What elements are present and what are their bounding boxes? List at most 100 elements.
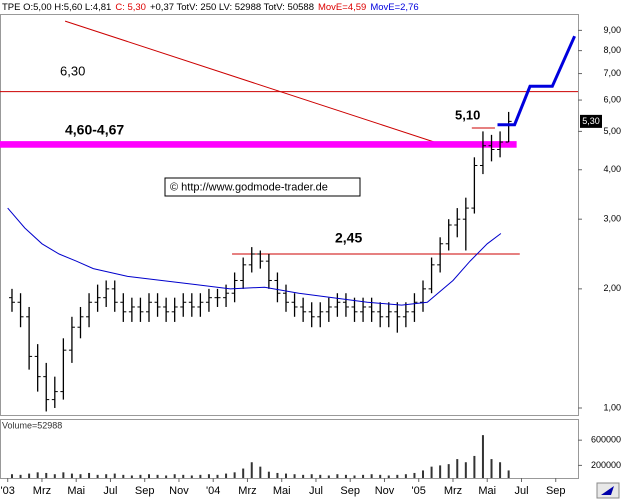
- x-tick-label: Jul: [514, 485, 528, 497]
- volume-bar: [113, 473, 116, 478]
- x-tick-label: '03: [1, 485, 15, 497]
- trend-line: [64, 20, 438, 144]
- volume-bar: [353, 475, 356, 478]
- header-segment: MovE=4,59: [318, 2, 366, 13]
- level-band: [0, 141, 517, 148]
- volume-bar: [233, 472, 236, 478]
- copyright: © http://www.godmode-trader.de: [170, 181, 328, 193]
- volume-bar: [36, 472, 39, 478]
- volume-bar: [207, 474, 210, 478]
- volume-bar: [199, 474, 202, 478]
- volume-bar: [19, 474, 22, 478]
- y-tick-label: 6,00: [603, 94, 621, 104]
- moving-average: [7, 207, 502, 306]
- volume-bar: [404, 474, 407, 478]
- x-tick-label: Jul: [103, 485, 117, 497]
- volume-bar: [422, 470, 425, 478]
- level-label: 2,45: [335, 230, 362, 246]
- volume-bar: [481, 435, 484, 478]
- header-segment: TPE O:5,00 H:5,60 L:4,81: [2, 2, 111, 13]
- volume-bar: [250, 462, 253, 478]
- y-tick-label: 5,00: [603, 126, 621, 136]
- volume-bar: [310, 474, 313, 478]
- volume-bar: [439, 465, 442, 478]
- volume-bar: [259, 466, 262, 478]
- x-tick-label: Sep: [135, 485, 155, 497]
- price-panel: [0, 14, 579, 416]
- x-tick-label: Mrz: [444, 485, 462, 497]
- volume-bar: [53, 474, 56, 478]
- forecast-line: [497, 35, 576, 127]
- volume-bar: [276, 472, 279, 478]
- x-tick-label: Mai: [273, 485, 291, 497]
- volume-bar: [182, 474, 185, 478]
- volume-bar: [396, 474, 399, 478]
- volume-bar: [156, 474, 159, 478]
- volume-bar: [379, 474, 382, 478]
- volume-bar: [490, 459, 493, 478]
- volume-bar: [147, 474, 150, 478]
- header: TPE O:5,00 H:5,60 L:4,81 C: 5,30 +0,37 Tot…: [2, 2, 419, 13]
- volume-bar: [447, 464, 450, 478]
- volume-bar: [70, 473, 73, 478]
- volume-bar: [79, 474, 82, 478]
- level-label: 5,10: [455, 107, 480, 122]
- volume-bar: [225, 473, 228, 478]
- copyright-box: [164, 177, 361, 197]
- nav-icon: [601, 486, 614, 495]
- volume-bar: [130, 475, 133, 478]
- volume-bar: [96, 474, 99, 478]
- y-tick-label: 4,00: [603, 164, 621, 174]
- volume-bar: [362, 474, 365, 478]
- volume-bar: [327, 475, 330, 478]
- volume-bar: [267, 471, 270, 478]
- y-tick-label: 1,00: [603, 402, 621, 412]
- volume-bar: [45, 472, 48, 478]
- y-tick-label: 7,00: [603, 68, 621, 78]
- volume-y-tick-label: 200000: [591, 460, 621, 470]
- volume-bar: [122, 474, 125, 478]
- last-price-tag: [580, 114, 602, 128]
- volume-bar: [387, 475, 390, 478]
- x-tick-label: '05: [412, 485, 426, 497]
- y-tick-label: 8,00: [603, 45, 621, 55]
- x-tick-label: Mrz: [238, 485, 256, 497]
- volume-bar: [165, 475, 168, 478]
- volume-bar: [190, 475, 193, 478]
- volume-bar: [499, 462, 502, 478]
- y-tick-label: 3,00: [603, 214, 621, 224]
- volume-bar: [302, 474, 305, 478]
- volume-bar: [62, 472, 65, 478]
- volume-bar: [10, 474, 13, 478]
- x-tick-label: Sep: [340, 485, 360, 497]
- volume-bar: [473, 455, 476, 478]
- volume-bar: [430, 466, 433, 478]
- volume-bar: [285, 473, 288, 478]
- volume-bar: [28, 473, 31, 478]
- volume-bar: [456, 459, 459, 478]
- x-tick-label: Nov: [375, 485, 395, 497]
- header-segment: MovE=2,76: [370, 2, 418, 13]
- x-tick-label: Nov: [169, 485, 189, 497]
- level-label: 4,60-4,67: [65, 122, 124, 138]
- x-tick-label: Mrz: [33, 485, 51, 497]
- volume-bar: [242, 468, 245, 478]
- volume-bar: [464, 462, 467, 478]
- volume-bar: [173, 474, 176, 478]
- x-tick-label: Mai: [67, 485, 85, 497]
- volume-y-tick-label: 600000: [591, 435, 621, 445]
- volume-bar: [413, 472, 416, 478]
- volume-bar: [216, 474, 219, 478]
- y-tick-label: 9,00: [603, 25, 621, 35]
- volume-bar: [293, 474, 296, 478]
- volume-bar: [319, 474, 322, 478]
- x-tick-label: Sep: [546, 485, 566, 497]
- volume-bar: [139, 474, 142, 478]
- last-price-label: 5,30: [582, 116, 600, 126]
- level-label: 6,30: [60, 63, 85, 78]
- x-tick-label: Mai: [478, 485, 496, 497]
- volume-bar: [344, 474, 347, 478]
- volume-bar: [336, 474, 339, 478]
- x-tick-label: '04: [206, 485, 220, 497]
